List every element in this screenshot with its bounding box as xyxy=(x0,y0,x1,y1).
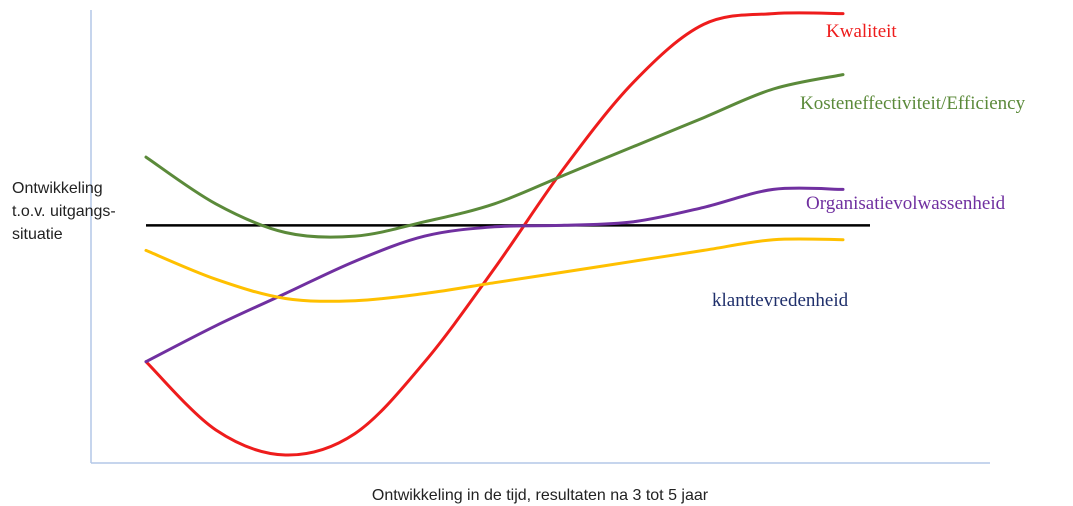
series-label-kosteneffectiviteit-efficiency: Kosteneffectiviteit/Efficiency xyxy=(800,93,1026,114)
series-line-kosteneffectiviteit-efficiency xyxy=(144,73,845,239)
series-line-kwaliteit xyxy=(144,11,845,457)
series-label-kwaliteit: Kwaliteit xyxy=(826,21,897,42)
y-axis-title-line-1: Ontwikkeling xyxy=(12,180,103,197)
series-label-organisatievolwassenheid: Organisatievolwassenheid xyxy=(806,193,1006,214)
y-axis-title-line-2: t.o.v. uitgangs- xyxy=(12,203,116,220)
series-label-klanttevredenheid: klanttevredenheid xyxy=(712,290,849,311)
series-line-organisatievolwassenheid xyxy=(144,186,845,364)
series-line-klanttevredenheid xyxy=(144,237,845,303)
x-axis-title: Ontwikkeling in de tijd, resultaten na 3… xyxy=(372,487,709,504)
y-axis-title-line-3: situatie xyxy=(12,226,63,243)
